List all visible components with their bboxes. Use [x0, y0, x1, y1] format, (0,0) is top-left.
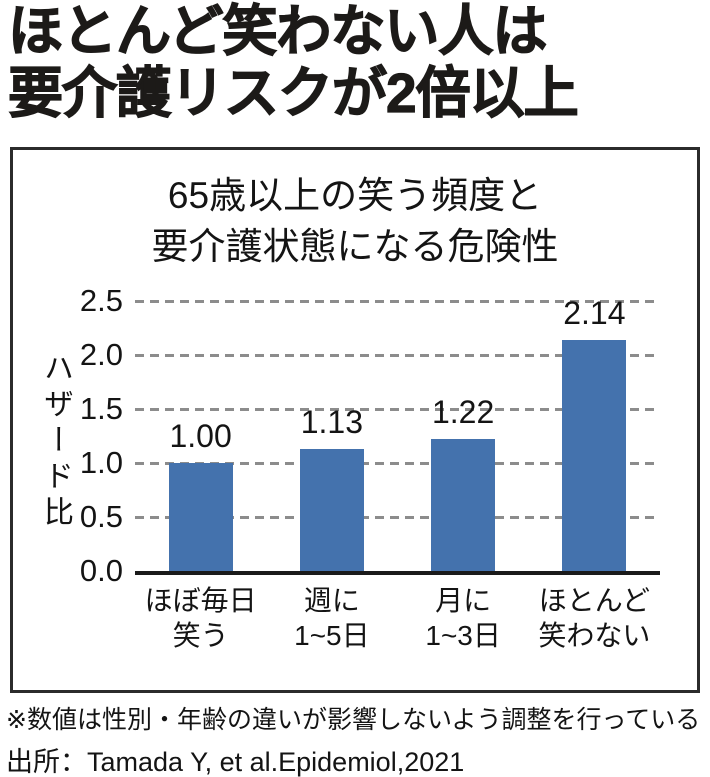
- y-tick-label: 0.0: [79, 553, 123, 588]
- chart-title-line-1: 65歳以上の笑う頻度と: [167, 175, 543, 216]
- bar-slot: 1.13: [266, 301, 397, 571]
- footnote: ※数値は性別・年齢の違いが影響しないよう調整を行っている: [6, 706, 701, 734]
- bar-value-label: 1.13: [300, 403, 364, 440]
- chart-frame: 65歳以上の笑う頻度と 要介護状態になる危険性 ハザード比 0.0 0.5 1.0 1…: [10, 147, 700, 693]
- gridline: [135, 516, 660, 519]
- y-tick-label: 2.5: [79, 283, 123, 318]
- x-category-label: 週に 1~5日: [294, 585, 370, 651]
- gridline: [135, 408, 660, 411]
- bar: [562, 339, 627, 571]
- y-axis-label: ハザード比: [39, 352, 72, 532]
- source-citation: 出所：Tamada Y, et al.Epidemiol,2021: [6, 747, 465, 777]
- bar-value-label: 2.14: [563, 294, 626, 331]
- bar: [168, 463, 233, 571]
- gridline: [135, 300, 660, 303]
- x-category-label: 月に 1~3日: [425, 585, 501, 651]
- gridline: [135, 354, 660, 357]
- chart-title-line-2: 要介護状態になる危険性: [151, 226, 559, 267]
- bar-slot: 1.22: [398, 301, 529, 571]
- y-tick-label: 2.0: [79, 337, 123, 372]
- gridline: [135, 462, 660, 465]
- bar: [299, 448, 364, 571]
- chart-title: 65歳以上の笑う頻度と 要介護状態になる危険性: [13, 170, 697, 272]
- bar: [431, 439, 496, 571]
- page-title-line-2: 要介護リスクが2倍以上: [7, 61, 579, 124]
- x-category-label: ほぼ毎日 笑う: [144, 585, 257, 651]
- bar-value-label: 1.00: [169, 418, 232, 454]
- page-title-line-1: ほとんど笑わない人は: [7, 0, 548, 63]
- y-tick-label: 1.0: [79, 445, 123, 480]
- x-category-label: ほとんど 笑わない: [538, 585, 651, 651]
- x-axis-line: [135, 571, 660, 575]
- bar-slot: 1.00: [135, 301, 266, 571]
- plot-area: 0.0 0.5 1.0 1.5 2.0 2.5 ほぼ毎日 笑う 1.00 週に 1~5日 1.13…: [80, 283, 660, 651]
- y-tick-label: 1.5: [79, 391, 123, 426]
- bar-value-label: 1.22: [431, 394, 495, 431]
- page-title: ほとんど笑わない人は 要介護リスクが2倍以上: [7, 0, 579, 125]
- bar-slot: 2.14: [529, 295, 660, 571]
- y-tick-label: 0.5: [79, 499, 123, 534]
